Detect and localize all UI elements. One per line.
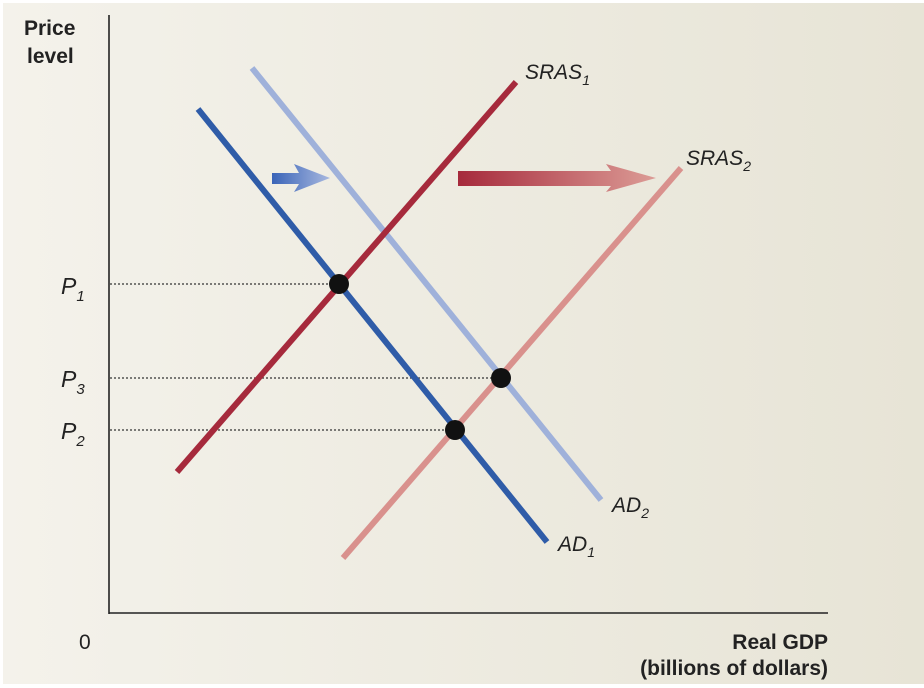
equilibrium-point-1 — [329, 274, 349, 294]
p1-label: P1 — [61, 273, 85, 305]
p2-label: P2 — [61, 418, 85, 450]
y-axis-label-line2: level — [27, 45, 74, 68]
ad-shift-arrow-icon — [272, 164, 330, 192]
x-axis-label-line2: (billions of dollars) — [640, 657, 828, 680]
diagram-canvas: Price level 0 Real GDP (billions of doll… — [3, 3, 924, 684]
equilibrium-point-2 — [445, 420, 465, 440]
ad-as-diagram: Price level 0 Real GDP (billions of doll… — [3, 3, 924, 684]
sras2-curve — [340, 166, 684, 560]
sras1-curve — [174, 80, 519, 474]
ad1-label: AD1 — [556, 533, 595, 560]
sras1-label: SRAS1 — [525, 61, 590, 88]
equilibrium-point-3 — [491, 368, 511, 388]
p3-label: P3 — [61, 366, 85, 398]
x-axis-label-line1: Real GDP — [732, 631, 828, 654]
sras2-label: SRAS2 — [686, 147, 751, 174]
ad2-label: AD2 — [610, 494, 649, 521]
ad2-curve — [249, 66, 604, 502]
y-axis-label-line1: Price — [24, 17, 75, 40]
sras-shift-arrow-icon — [458, 164, 656, 192]
ad1-curve — [195, 107, 550, 544]
origin-label: 0 — [79, 631, 91, 654]
background — [3, 3, 924, 684]
